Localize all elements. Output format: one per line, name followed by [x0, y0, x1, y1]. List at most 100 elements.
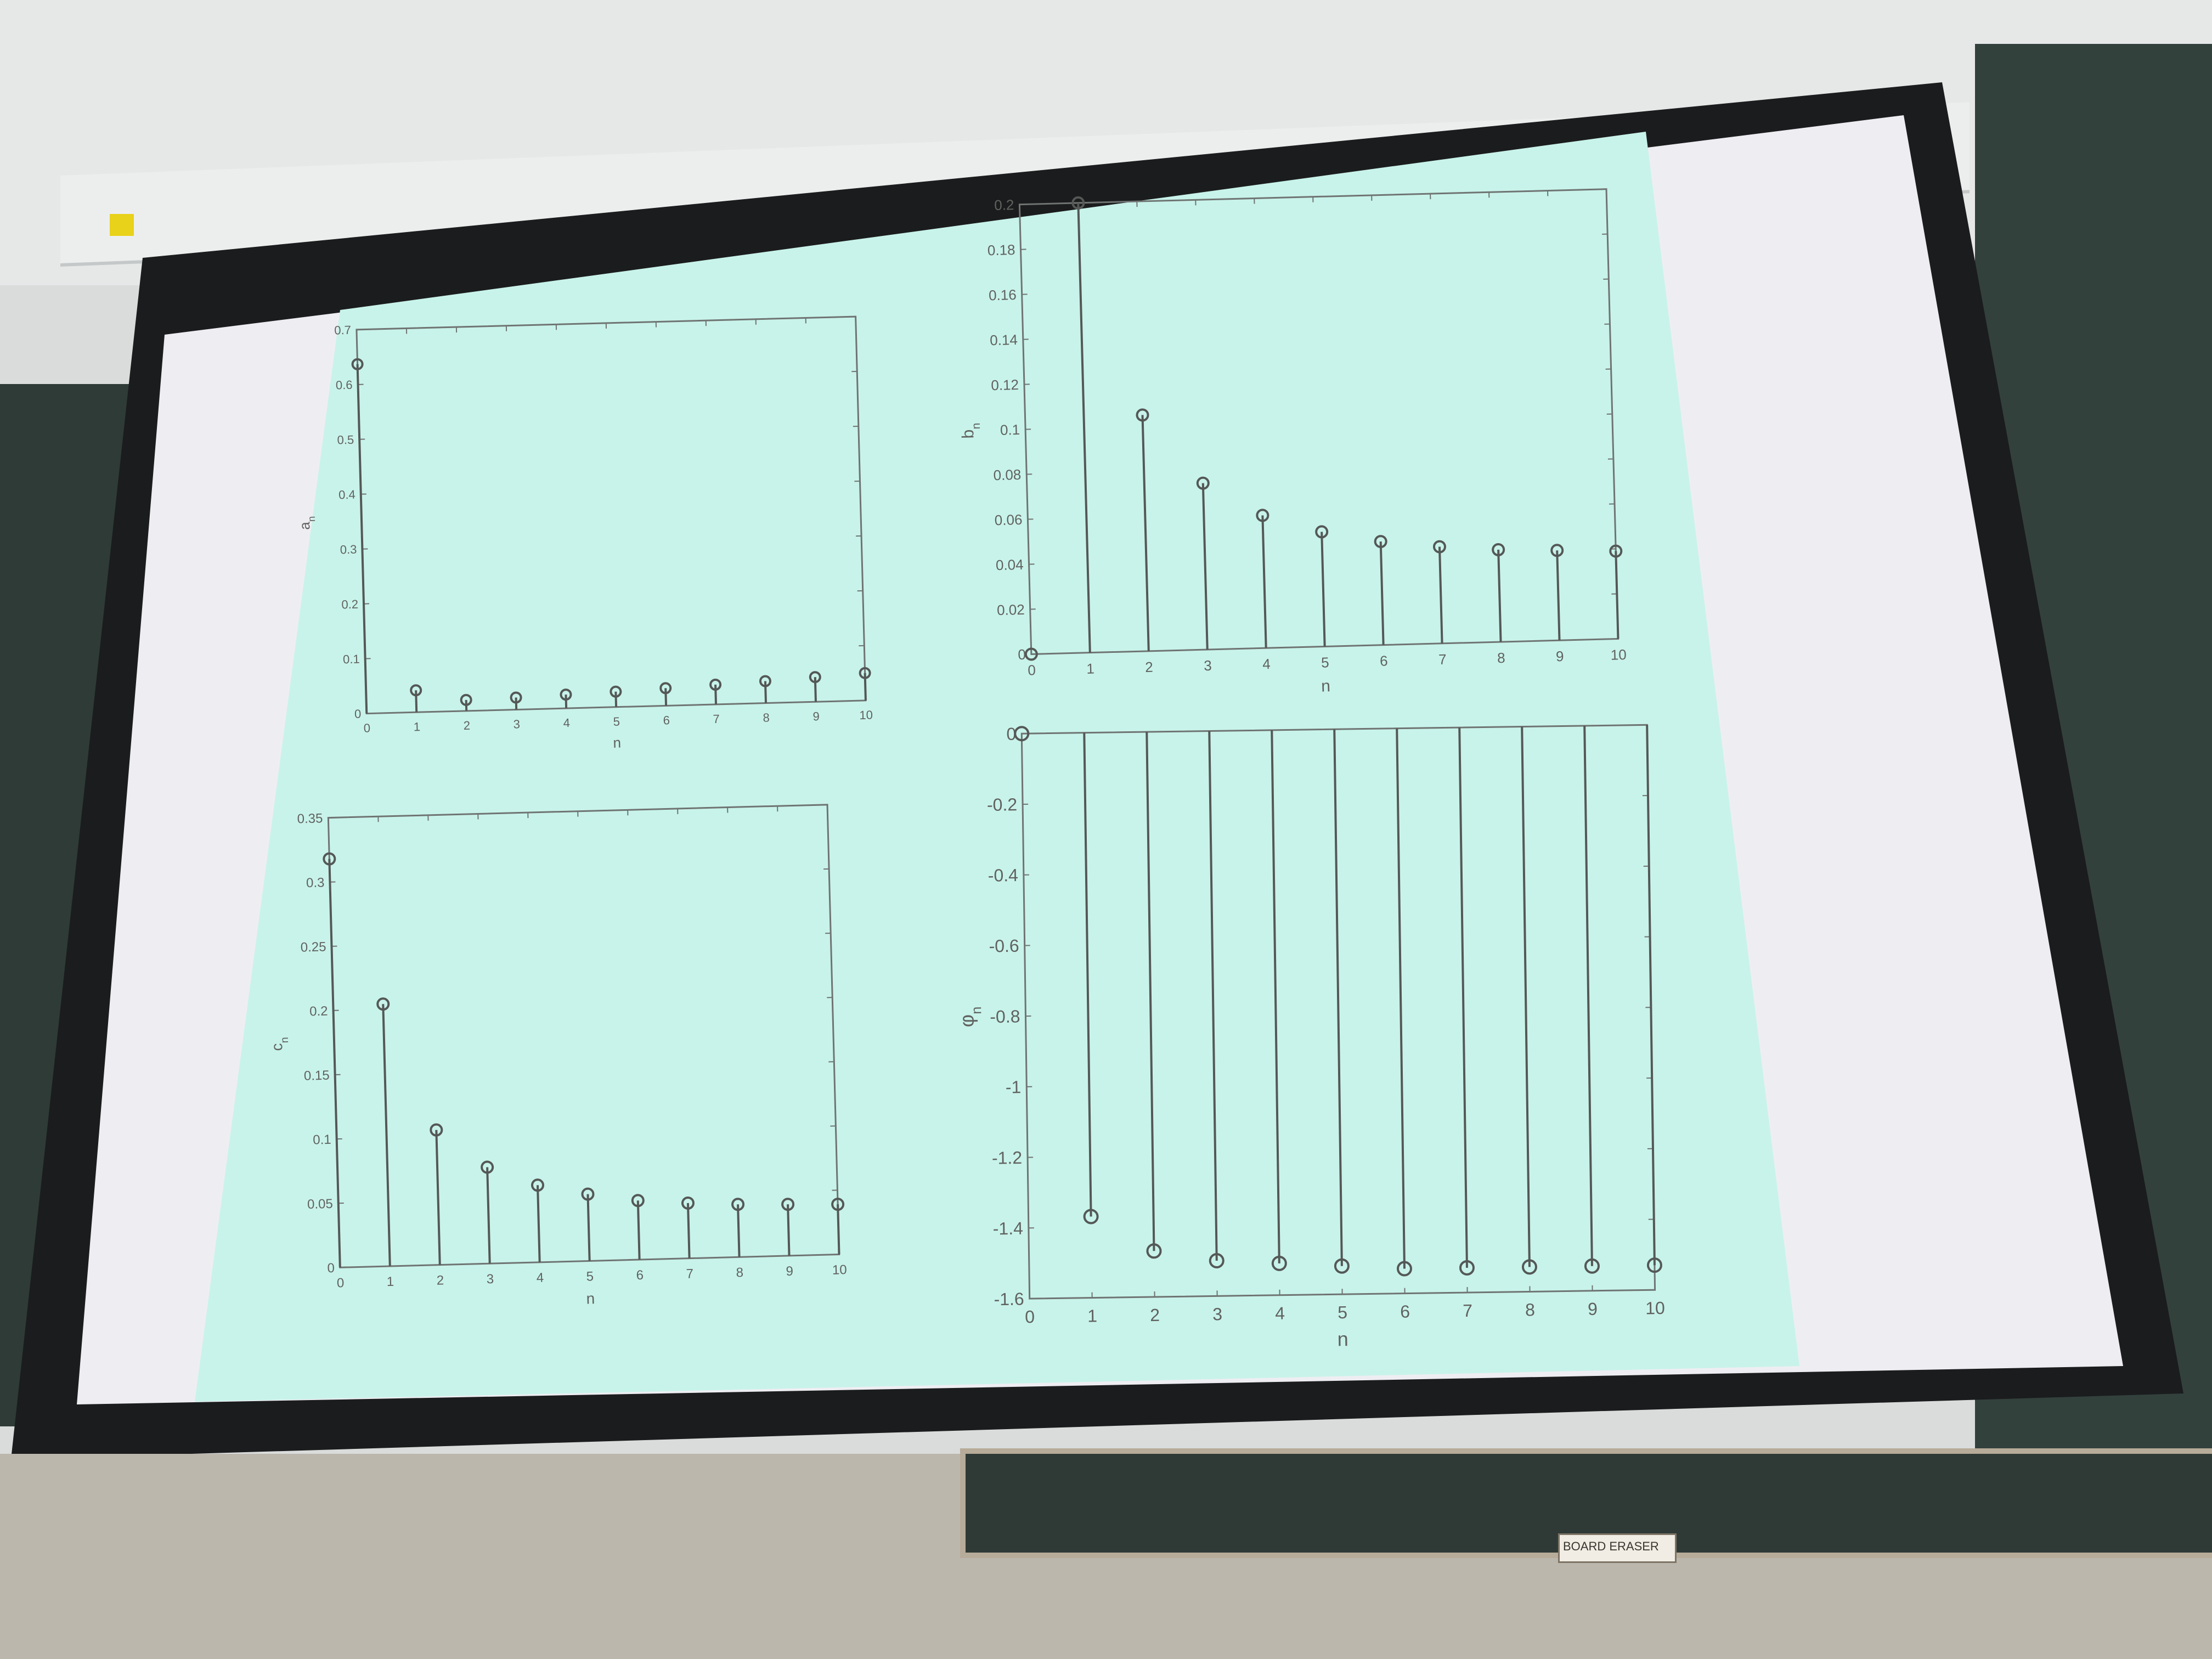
x-tick-label: 10 — [1610, 646, 1627, 663]
x-tick-label: 4 — [1262, 656, 1271, 672]
y-tick-label: 0.6 — [336, 378, 353, 392]
x-tick-label: 8 — [1497, 650, 1505, 666]
data-point — [1024, 647, 1038, 661]
y-tick-label: 0 — [1018, 646, 1026, 663]
x-tick-label: 2 — [1150, 1305, 1160, 1325]
x-tick-label: 8 — [1525, 1300, 1535, 1319]
x-tick-label: 5 — [613, 715, 620, 729]
y-axis-label: bn — [959, 422, 983, 438]
x-tick-label: 3 — [1204, 657, 1212, 674]
x-tick-label: 1 — [387, 1274, 394, 1289]
y-tick-label: 0.2 — [309, 1004, 328, 1019]
x-tick-label: 3 — [513, 717, 520, 731]
data-stem — [814, 677, 817, 702]
data-stem — [837, 1204, 840, 1255]
data-stem — [1583, 725, 1593, 1266]
y-tick-label: 0.06 — [994, 511, 1022, 528]
data-point — [581, 1187, 595, 1201]
data-point — [631, 1194, 645, 1207]
x-tick-label: 7 — [1463, 1301, 1472, 1321]
data-stem — [1521, 726, 1531, 1267]
data-point — [659, 682, 672, 695]
data-point — [681, 1196, 695, 1210]
data-stem — [1201, 483, 1209, 650]
stem-chart-c-n: 0 1 2 3 4 5 6 7 8 9 1000.050.10.150.20.250.30.35nc… — [268, 804, 847, 1307]
y-tick-label: -0.4 — [988, 865, 1019, 885]
data-point — [610, 685, 622, 698]
data-stem — [537, 1185, 541, 1262]
data-stem — [636, 1200, 641, 1260]
x-axis-label: n — [1337, 1328, 1348, 1350]
data-point — [1396, 1261, 1412, 1277]
data-point — [351, 358, 364, 370]
x-axis-label: n — [586, 1290, 595, 1307]
y-axis-label-subscript: n — [279, 1037, 291, 1043]
x-tick-label: 8 — [763, 710, 770, 724]
data-point — [809, 671, 821, 684]
data-stem — [382, 1004, 391, 1267]
x-tick-label: 5 — [586, 1269, 594, 1284]
y-tick-label: 0.16 — [989, 286, 1017, 303]
data-stem — [1379, 541, 1385, 645]
data-stem — [1556, 550, 1561, 641]
data-point — [1521, 1259, 1537, 1275]
data-point — [1315, 525, 1329, 539]
x-tick-label: 7 — [713, 712, 720, 726]
data-point — [709, 678, 722, 691]
plot-group: 0 1 2 3 4 5 6 7 8 9 1000.050.10.150.20.250.30.35nc… — [268, 804, 847, 1307]
data-point — [1146, 1243, 1162, 1259]
data-point — [1209, 1253, 1224, 1269]
data-point — [560, 689, 572, 701]
x-tick-label: 3 — [486, 1272, 494, 1286]
y-tick-label: 0.2 — [994, 196, 1014, 213]
y-axis-label-subscript: n — [969, 1007, 984, 1014]
x-tick-label: 0 — [1025, 1307, 1035, 1327]
x-tick-label: 9 — [786, 1264, 793, 1279]
board-eraser: BOARD ERASER — [1558, 1533, 1677, 1563]
y-tick-label: 0.7 — [334, 323, 351, 337]
x-tick-label: 6 — [1380, 652, 1388, 669]
y-tick-label: 0.12 — [991, 376, 1019, 393]
y-tick-label: -0.6 — [989, 936, 1019, 956]
data-point — [1459, 1260, 1475, 1276]
y-tick-label: 0.1 — [343, 652, 360, 667]
x-tick-label: 6 — [1400, 1301, 1410, 1321]
data-point — [1609, 544, 1623, 558]
x-tick-label: 4 — [563, 716, 570, 730]
y-tick-label: 0 — [1006, 724, 1016, 744]
data-point — [831, 1198, 845, 1211]
x-tick-label: 0 — [363, 721, 370, 735]
y-tick-label: 0.35 — [297, 811, 323, 826]
x-tick-label: 1 — [1086, 660, 1094, 676]
x-tick-label: 2 — [1145, 659, 1153, 675]
y-tick-label: 0.04 — [996, 556, 1024, 573]
x-tick-label: 2 — [436, 1273, 444, 1288]
data-stem — [1458, 727, 1468, 1268]
data-point — [410, 684, 422, 697]
stem-chart-b-n: 0 1 2 3 4 5 6 7 8 9 10 0 0.02 0.04 0.06 0.08 0.1 0.12 0.14… — [959, 188, 1627, 696]
data-stem — [328, 859, 341, 1268]
y-axis-label: cn — [268, 1037, 291, 1051]
data-point — [1646, 1257, 1662, 1273]
x-tick-label: 5 — [1338, 1302, 1347, 1322]
x-tick-label: 6 — [636, 1268, 644, 1283]
data-point — [481, 1160, 494, 1174]
plot-phi-n: 0 1 2 3 4 5 6 7 8 9 10 -1.6 -1.4 -1.2 -1 -0.8 -0.6 -0.4 -0… — [944, 713, 1673, 1355]
data-stem — [737, 1204, 741, 1257]
plot-b-n: 0 1 2 3 4 5 6 7 8 9 10 0 0.02 0.04 0.06 0.08 0.1 0.12 0.14… — [944, 181, 1635, 708]
y-tick-label: 0.14 — [990, 331, 1018, 348]
data-point — [460, 693, 472, 706]
data-point — [781, 1198, 795, 1211]
data-stem — [1497, 549, 1502, 642]
x-tick-label: 3 — [1212, 1304, 1222, 1324]
data-stem — [1146, 732, 1155, 1251]
y-tick-label: -1 — [1006, 1077, 1022, 1097]
x-tick-label: 1 — [413, 720, 420, 733]
x-tick-label: 7 — [686, 1266, 693, 1281]
y-tick-label: 0.25 — [300, 939, 326, 955]
data-point — [759, 675, 771, 687]
data-stem — [714, 684, 718, 705]
x-axis-label: n — [1321, 677, 1331, 695]
